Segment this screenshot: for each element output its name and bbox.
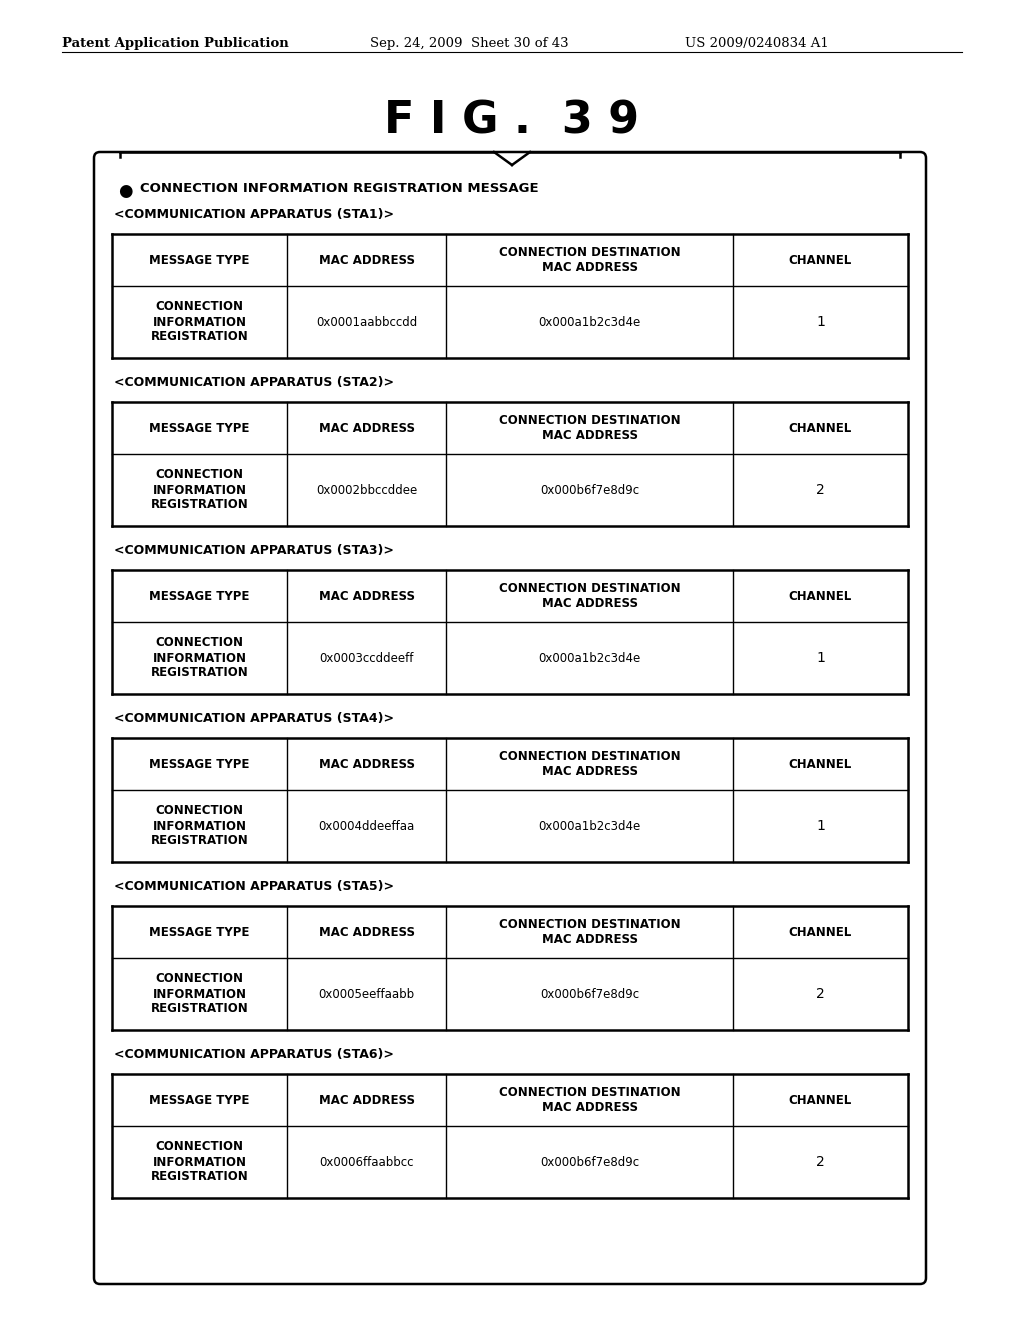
Text: CONNECTION
INFORMATION
REGISTRATION: CONNECTION INFORMATION REGISTRATION — [151, 804, 249, 847]
Text: CHANNEL: CHANNEL — [788, 590, 852, 602]
Text: MAC ADDRESS: MAC ADDRESS — [318, 421, 415, 434]
Text: CHANNEL: CHANNEL — [788, 925, 852, 939]
Text: CONNECTION DESTINATION
MAC ADDRESS: CONNECTION DESTINATION MAC ADDRESS — [499, 582, 680, 610]
Text: <COMMUNICATION APPARATUS (STA4)>: <COMMUNICATION APPARATUS (STA4)> — [114, 711, 394, 725]
Text: <COMMUNICATION APPARATUS (STA1)>: <COMMUNICATION APPARATUS (STA1)> — [114, 209, 394, 220]
Text: 1: 1 — [816, 651, 825, 665]
Text: CONNECTION
INFORMATION
REGISTRATION: CONNECTION INFORMATION REGISTRATION — [151, 301, 249, 343]
Text: 0x0005eeffaabb: 0x0005eeffaabb — [318, 987, 415, 1001]
Text: MESSAGE TYPE: MESSAGE TYPE — [150, 590, 250, 602]
Text: <COMMUNICATION APPARATUS (STA3)>: <COMMUNICATION APPARATUS (STA3)> — [114, 544, 394, 557]
Text: CONNECTION INFORMATION REGISTRATION MESSAGE: CONNECTION INFORMATION REGISTRATION MESS… — [140, 182, 539, 195]
Text: Patent Application Publication: Patent Application Publication — [62, 37, 289, 50]
Text: MESSAGE TYPE: MESSAGE TYPE — [150, 758, 250, 771]
Text: 2: 2 — [816, 1155, 824, 1170]
Text: <COMMUNICATION APPARATUS (STA2)>: <COMMUNICATION APPARATUS (STA2)> — [114, 376, 394, 389]
Text: CHANNEL: CHANNEL — [788, 421, 852, 434]
Text: CONNECTION
INFORMATION
REGISTRATION: CONNECTION INFORMATION REGISTRATION — [151, 973, 249, 1015]
Text: 2: 2 — [816, 483, 824, 498]
Text: 0x000a1b2c3d4e: 0x000a1b2c3d4e — [539, 820, 641, 833]
Text: CONNECTION
INFORMATION
REGISTRATION: CONNECTION INFORMATION REGISTRATION — [151, 469, 249, 511]
Text: MAC ADDRESS: MAC ADDRESS — [318, 253, 415, 267]
Text: CONNECTION DESTINATION
MAC ADDRESS: CONNECTION DESTINATION MAC ADDRESS — [499, 414, 680, 442]
Text: 0x000b6f7e8d9c: 0x000b6f7e8d9c — [540, 1155, 639, 1168]
Text: CONNECTION DESTINATION
MAC ADDRESS: CONNECTION DESTINATION MAC ADDRESS — [499, 1086, 680, 1114]
Text: CONNECTION
INFORMATION
REGISTRATION: CONNECTION INFORMATION REGISTRATION — [151, 636, 249, 680]
Text: 2: 2 — [816, 987, 824, 1001]
Text: CONNECTION DESTINATION
MAC ADDRESS: CONNECTION DESTINATION MAC ADDRESS — [499, 917, 680, 946]
Text: MESSAGE TYPE: MESSAGE TYPE — [150, 253, 250, 267]
Text: MAC ADDRESS: MAC ADDRESS — [318, 758, 415, 771]
Text: MESSAGE TYPE: MESSAGE TYPE — [150, 925, 250, 939]
Text: MAC ADDRESS: MAC ADDRESS — [318, 925, 415, 939]
Text: CHANNEL: CHANNEL — [788, 1093, 852, 1106]
Text: 0x000a1b2c3d4e: 0x000a1b2c3d4e — [539, 652, 641, 664]
Text: CONNECTION
INFORMATION
REGISTRATION: CONNECTION INFORMATION REGISTRATION — [151, 1140, 249, 1184]
FancyBboxPatch shape — [94, 152, 926, 1284]
Text: 1: 1 — [816, 818, 825, 833]
Text: CONNECTION DESTINATION
MAC ADDRESS: CONNECTION DESTINATION MAC ADDRESS — [499, 750, 680, 777]
Text: US 2009/0240834 A1: US 2009/0240834 A1 — [685, 37, 828, 50]
Text: MESSAGE TYPE: MESSAGE TYPE — [150, 1093, 250, 1106]
Text: 1: 1 — [816, 315, 825, 329]
Text: CHANNEL: CHANNEL — [788, 253, 852, 267]
Text: ●: ● — [118, 182, 132, 201]
Text: MAC ADDRESS: MAC ADDRESS — [318, 590, 415, 602]
Text: MAC ADDRESS: MAC ADDRESS — [318, 1093, 415, 1106]
Text: <COMMUNICATION APPARATUS (STA6)>: <COMMUNICATION APPARATUS (STA6)> — [114, 1048, 394, 1061]
Text: CONNECTION DESTINATION
MAC ADDRESS: CONNECTION DESTINATION MAC ADDRESS — [499, 246, 680, 275]
Text: <COMMUNICATION APPARATUS (STA5)>: <COMMUNICATION APPARATUS (STA5)> — [114, 880, 394, 894]
Text: 0x000a1b2c3d4e: 0x000a1b2c3d4e — [539, 315, 641, 329]
Text: F I G .  3 9: F I G . 3 9 — [384, 100, 640, 143]
Text: 0x000b6f7e8d9c: 0x000b6f7e8d9c — [540, 483, 639, 496]
Text: 0x000b6f7e8d9c: 0x000b6f7e8d9c — [540, 987, 639, 1001]
Text: MESSAGE TYPE: MESSAGE TYPE — [150, 421, 250, 434]
Text: 0x0001aabbccdd: 0x0001aabbccdd — [316, 315, 418, 329]
Text: 0x0003ccddeeff: 0x0003ccddeeff — [319, 652, 414, 664]
Text: 0x0002bbccddee: 0x0002bbccddee — [316, 483, 418, 496]
Text: 0x0006ffaabbcc: 0x0006ffaabbcc — [319, 1155, 414, 1168]
Text: 0x0004ddeeffaa: 0x0004ddeeffaa — [318, 820, 415, 833]
Text: Sep. 24, 2009  Sheet 30 of 43: Sep. 24, 2009 Sheet 30 of 43 — [370, 37, 568, 50]
Text: CHANNEL: CHANNEL — [788, 758, 852, 771]
